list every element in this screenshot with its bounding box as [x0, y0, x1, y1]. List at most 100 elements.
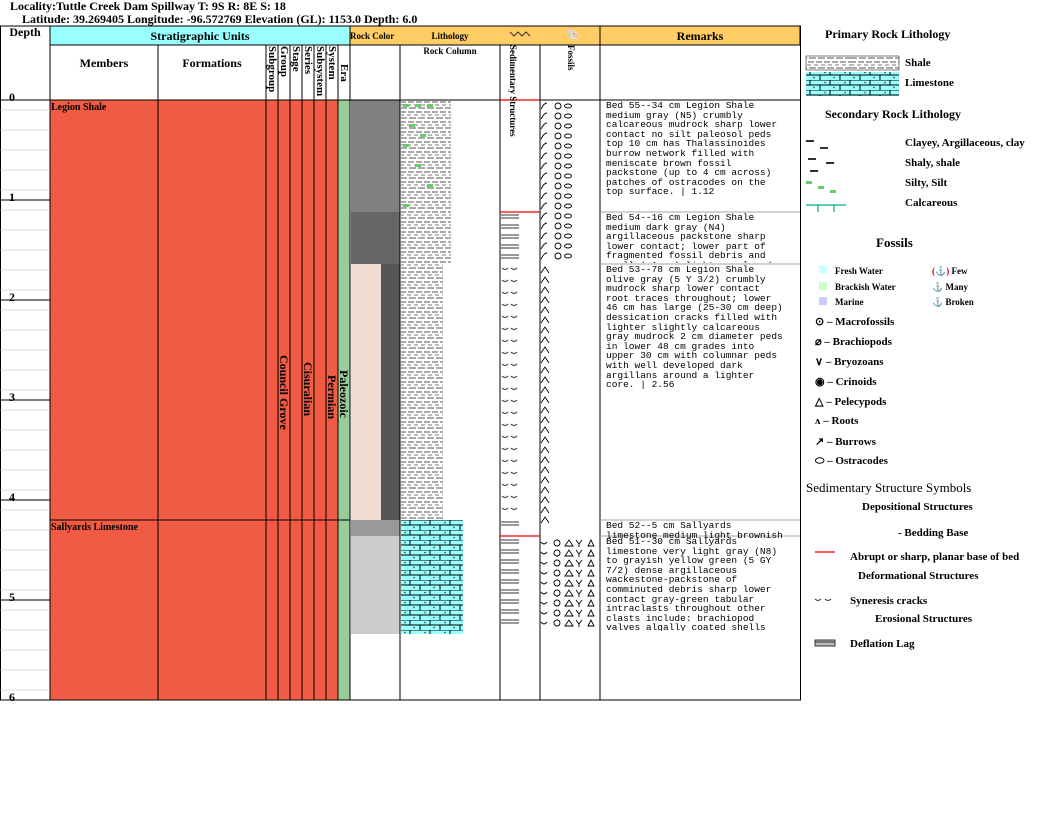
depth-tick: 1 [9, 190, 15, 204]
deflation-lag-symbol [501, 589, 519, 594]
macrofossil-symbol [554, 252, 562, 260]
ostracode-symbol [564, 223, 572, 229]
deflation-lag-symbol [501, 549, 519, 554]
macrofossil-symbol [554, 242, 562, 250]
macrofossil-symbol [554, 142, 562, 150]
root-icon: ʌ [815, 415, 821, 427]
root-symbol [540, 366, 550, 374]
crinoid-symbol [553, 599, 561, 607]
macrofossil-symbol [554, 122, 562, 130]
deflation-lag-symbol [501, 234, 519, 239]
deflation-lag-symbol [501, 579, 519, 584]
crinoid-label: – Crinoids [827, 376, 877, 388]
pelecypod-symbol [564, 569, 574, 577]
rock-column-header: Rock Column [423, 46, 477, 56]
series-header: Series [302, 46, 314, 75]
pelecypod-symbol [564, 589, 574, 597]
burrow-symbol [540, 222, 548, 230]
bryozoan-symbol [575, 579, 583, 587]
ostracode-symbol [564, 253, 572, 259]
sed-structure-title: Sedimentary Structure Symbols [806, 480, 972, 495]
burrow-symbol [540, 112, 548, 120]
syneresis-symbol [501, 459, 518, 462]
legend-brackish-water: Brackish Water [835, 282, 896, 292]
pelecypod-symbol [587, 538, 595, 547]
macrofossil-symbol [554, 132, 562, 140]
series-cisuralian: Cisuralian [301, 362, 315, 417]
brachiopod-symbol [540, 571, 548, 575]
brachiopod-icon: ⌀ [815, 336, 822, 348]
macrofossil-label: – Macrofossils [826, 316, 895, 328]
remark-bed-52: Bed 52--5 cm Sallyards limestone medium … [606, 520, 783, 541]
ostracode-symbol [564, 193, 572, 199]
burrow-symbol [540, 172, 548, 180]
crinoid-symbol [553, 569, 561, 577]
syneresis-symbol [501, 315, 518, 318]
pelecypod-symbol [564, 619, 574, 627]
syneresis-symbol [501, 471, 518, 474]
erosional-title: Erosional Structures [875, 613, 973, 625]
sed-structures-header: Sedimentary Structures [508, 45, 518, 137]
system-header: System [326, 46, 338, 80]
subsystem-header: Subsystem [314, 46, 326, 97]
ostracode-symbol [564, 103, 572, 109]
macrofossil-symbol [554, 212, 562, 220]
root-symbol [540, 456, 550, 464]
root-symbol [540, 296, 550, 304]
legend-broken: ⚓ Broken [932, 297, 974, 308]
brachiopod-symbol [540, 601, 548, 605]
macrofossil-symbol [554, 172, 562, 180]
root-symbol [540, 326, 550, 334]
root-label: – Roots [823, 415, 859, 427]
pelecypod-symbol [587, 598, 595, 607]
bryozoan-symbol [575, 619, 583, 627]
locality-text: Locality:Tuttle Creek Dam Spillway T: 9S… [10, 0, 286, 13]
burrow-symbol [540, 252, 548, 260]
pelecypod-symbol [564, 599, 574, 607]
legend-marine: Marine [835, 297, 864, 307]
bryozoan-symbol [575, 569, 583, 577]
burrow-symbol [540, 212, 548, 220]
many-label: Many [945, 282, 968, 292]
fossils-title: Fossils [876, 235, 913, 250]
ostracode-label: – Ostracodes [827, 455, 888, 467]
remark-bed-54: Bed 54--16 cm Legion Shale medium dark g… [606, 213, 771, 263]
broken-label: Broken [945, 297, 974, 307]
root-symbol [540, 306, 550, 314]
pelecypod-symbol [564, 609, 574, 617]
bryozoan-icon: ∨ [815, 356, 824, 368]
legend-many: ⚓ Many [932, 282, 968, 293]
depth-tick: 3 [9, 390, 15, 404]
remark-bed-55: Bed 55--34 cm Legion Shale medium gray (… [606, 100, 778, 198]
syneresis-symbol [501, 411, 518, 414]
remark-bed-51: Bed 51--30 cm Sallyards limestone very l… [606, 537, 778, 631]
syneresis-symbol [501, 507, 518, 510]
lithology-header: Lithology [431, 31, 469, 41]
syneresis-symbol [501, 387, 518, 390]
deflation-lag-symbol [501, 559, 519, 564]
syneresis-label: Syneresis cracks [850, 595, 928, 607]
group-header: Group [278, 46, 290, 77]
macrofossil-symbol [554, 182, 562, 190]
crinoid-symbol [553, 619, 561, 627]
root-symbol [540, 496, 550, 504]
syneresis-symbol [501, 279, 518, 282]
ostracode-symbol [564, 163, 572, 169]
pelecypod-symbol [564, 559, 574, 567]
few-label: Few [951, 266, 968, 276]
secondary-lithology-title: Secondary Rock Lithology [825, 107, 962, 121]
burrow-symbol [540, 122, 548, 130]
legend-clayey: Clayey, Argillaceous, clay [905, 137, 1025, 149]
deformational-title: Deformational Structures [858, 570, 979, 582]
depth-tick: 5 [9, 590, 15, 604]
few-icon: (⚓) [932, 266, 950, 276]
deflation-lag-symbol [501, 254, 519, 259]
brachiopod-symbol [540, 581, 548, 585]
crinoid-symbol [553, 579, 561, 587]
macrofossil-symbol [554, 162, 562, 170]
ostracode-symbol [564, 173, 572, 179]
brachiopod-symbol [540, 591, 548, 595]
pelecypod-symbol [587, 558, 595, 567]
syneresis-symbol [501, 423, 518, 426]
